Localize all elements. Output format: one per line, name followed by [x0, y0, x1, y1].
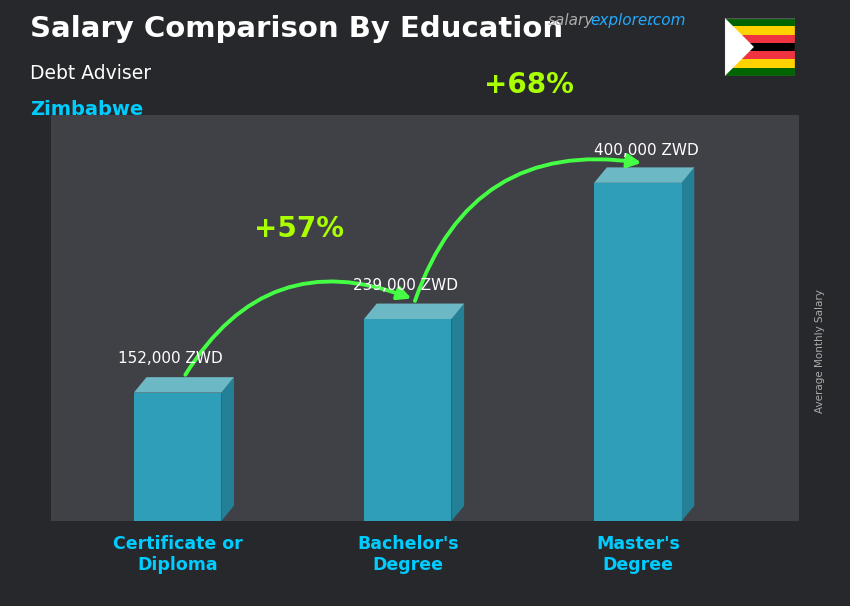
Polygon shape [594, 183, 682, 521]
Text: Zimbabwe: Zimbabwe [30, 100, 143, 119]
Text: Debt Adviser: Debt Adviser [30, 64, 151, 82]
Bar [725, 18, 795, 76]
Text: Salary Comparison By Education: Salary Comparison By Education [30, 15, 563, 43]
Bar [725, 35, 795, 43]
Text: Average Monthly Salary: Average Monthly Salary [815, 290, 825, 413]
Polygon shape [133, 377, 234, 393]
Text: salary: salary [548, 13, 594, 28]
Text: .com: .com [648, 13, 685, 28]
Polygon shape [133, 393, 221, 521]
Polygon shape [364, 319, 451, 521]
Bar [725, 27, 795, 35]
Bar [725, 67, 795, 76]
Polygon shape [221, 377, 234, 521]
Bar [725, 43, 795, 51]
Text: 400,000 ZWD: 400,000 ZWD [594, 144, 699, 158]
Text: +68%: +68% [484, 70, 574, 99]
Polygon shape [364, 304, 464, 319]
Polygon shape [725, 18, 754, 76]
Text: explorer: explorer [591, 13, 654, 28]
Text: 239,000 ZWD: 239,000 ZWD [353, 278, 457, 293]
Text: 152,000 ZWD: 152,000 ZWD [118, 351, 223, 366]
Polygon shape [451, 304, 464, 521]
Bar [725, 18, 795, 27]
Polygon shape [682, 167, 694, 521]
Bar [725, 59, 795, 67]
Text: +57%: +57% [254, 215, 344, 242]
Polygon shape [594, 167, 694, 183]
Bar [725, 51, 795, 59]
